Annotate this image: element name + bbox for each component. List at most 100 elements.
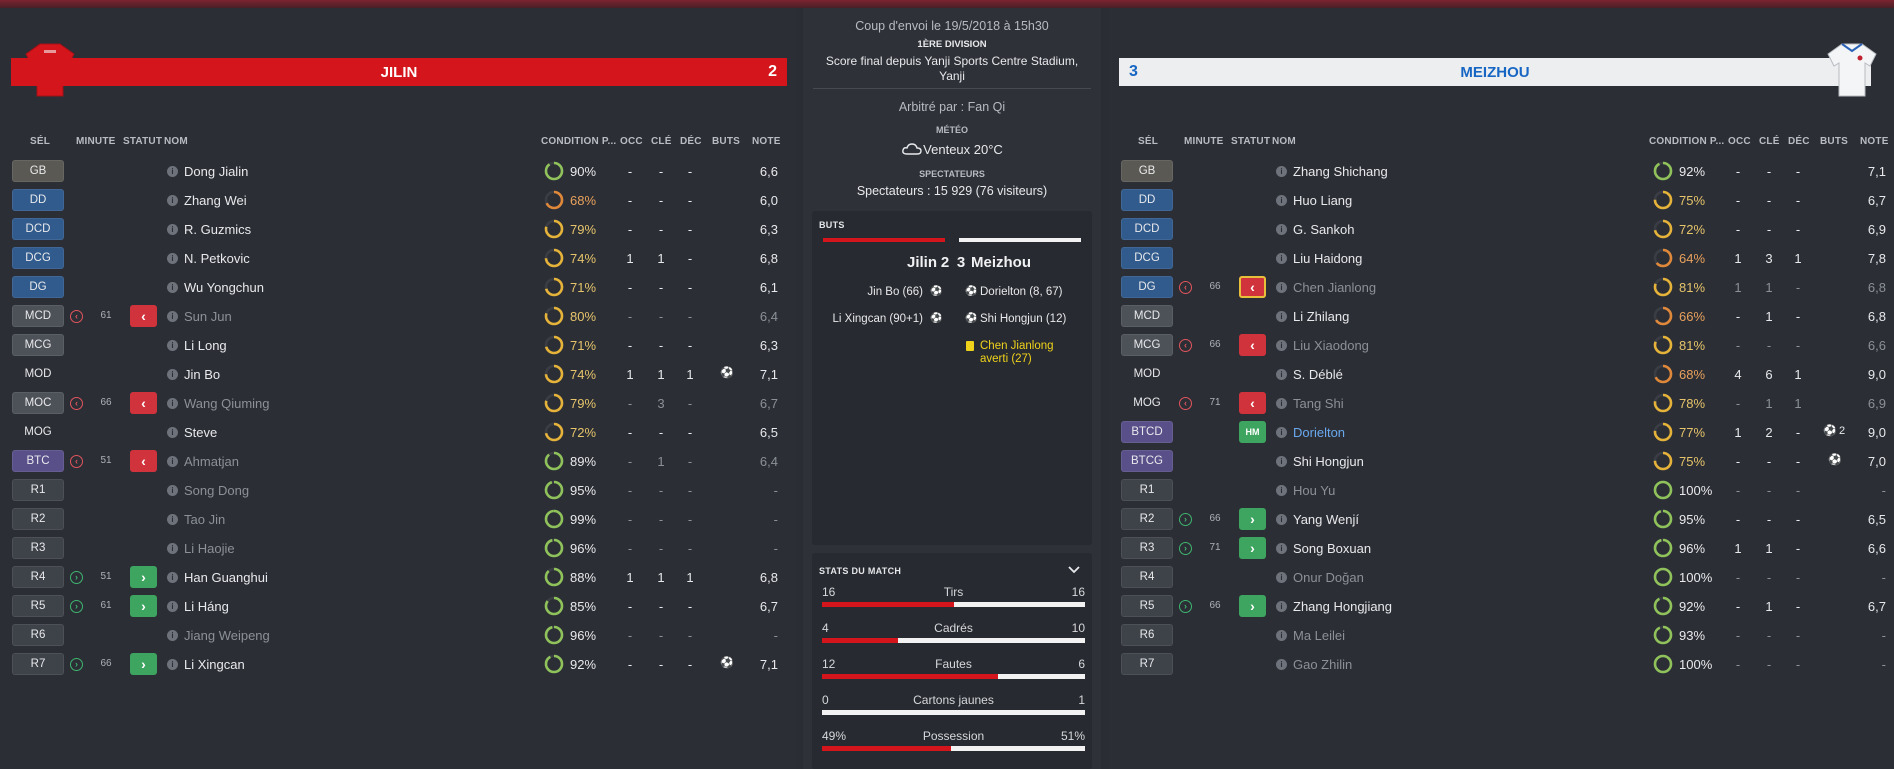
info-icon[interactable]: i (1276, 369, 1287, 380)
info-icon[interactable]: i (1276, 340, 1287, 351)
col-statut[interactable]: STATUT (1231, 136, 1271, 147)
info-icon[interactable]: i (1276, 282, 1287, 293)
player-row[interactable]: DG i Wu Yongchun 71% - - - 6,1 (0, 273, 796, 302)
position-badge[interactable]: DD (12, 189, 64, 211)
substitute-in-button[interactable]: › (130, 595, 157, 617)
col-condition[interactable]: CONDITION P... (1649, 136, 1725, 147)
info-icon[interactable]: i (167, 572, 178, 583)
player-row[interactable]: R6 i Jiang Weipeng 96% - - - - (0, 621, 796, 650)
substitute-in-button[interactable]: › (130, 566, 157, 588)
substitute-out-button[interactable]: ‹ (1239, 334, 1266, 356)
player-name[interactable]: R. Guzmics (184, 222, 252, 237)
info-icon[interactable]: i (167, 427, 178, 438)
col-nom[interactable]: NOM (1272, 136, 1296, 147)
player-name[interactable]: Ahmatjan (184, 454, 239, 469)
home-team-banner[interactable]: JILIN 2 (11, 58, 787, 86)
info-icon[interactable]: i (167, 543, 178, 554)
position-badge[interactable]: R7 (1121, 653, 1173, 675)
info-icon[interactable]: i (1276, 630, 1287, 641)
position-badge[interactable]: R1 (1121, 479, 1173, 501)
info-icon[interactable]: i (167, 224, 178, 235)
info-icon[interactable]: i (1276, 398, 1287, 409)
player-row[interactable]: MOG i Steve 72% - - - 6,5 (0, 418, 796, 447)
player-row[interactable]: GB i Dong Jialin 90% - - - 6,6 (0, 157, 796, 186)
player-name[interactable]: Han Guanghui (184, 570, 268, 585)
position-badge[interactable]: R4 (1121, 566, 1173, 588)
player-row[interactable]: MCD ‹ 61 ‹ i Sun Jun 80% - - - 6,4 (0, 302, 796, 331)
info-icon[interactable]: i (167, 340, 178, 351)
position-badge[interactable]: MCG (12, 334, 64, 356)
col-buts[interactable]: BUTS (1820, 136, 1849, 147)
away-team-banner[interactable]: 3 MEIZHOU (1119, 58, 1871, 86)
player-name[interactable]: Chen Jianlong (1293, 280, 1377, 295)
player-row[interactable]: DCG i Liu Haidong 64% 1 3 1 7,8 (1109, 244, 1894, 273)
info-icon[interactable]: i (1276, 543, 1287, 554)
player-row[interactable]: R4 › 51 › i Han Guanghui 88% 1 1 1 6,8 (0, 563, 796, 592)
info-icon[interactable]: i (167, 514, 178, 525)
player-row[interactable]: MCD i Li Zhilang 66% - 1 - 6,8 (1109, 302, 1894, 331)
player-name[interactable]: N. Petkovic (184, 251, 250, 266)
position-badge[interactable]: BTCD (1121, 421, 1173, 443)
info-icon[interactable]: i (1276, 456, 1287, 467)
player-row[interactable]: R2 › 66 › i Yang Wenjí 95% - - - 6,5 (1109, 505, 1894, 534)
position-badge[interactable]: DG (1121, 276, 1173, 298)
player-name[interactable]: Hou Yu (1293, 483, 1336, 498)
player-name[interactable]: Li Zhilang (1293, 309, 1350, 324)
col-minute[interactable]: MINUTE (1184, 136, 1224, 147)
info-icon[interactable]: i (1276, 166, 1287, 177)
substitute-in-button[interactable]: › (130, 653, 157, 675)
info-icon[interactable]: i (1276, 311, 1287, 322)
player-name[interactable]: Zhang Shichang (1293, 164, 1388, 179)
col-note[interactable]: NOTE (752, 136, 781, 147)
player-row[interactable]: R5 › 61 › i Li Háng 85% - - - 6,7 (0, 592, 796, 621)
position-badge[interactable]: R2 (12, 508, 64, 530)
position-badge[interactable]: MOC (12, 392, 64, 414)
col-sel[interactable]: SÉL (1138, 136, 1159, 147)
player-name[interactable]: Dorielton (1293, 425, 1346, 440)
info-icon[interactable]: i (1276, 485, 1287, 496)
player-name[interactable]: Li Long (184, 338, 227, 353)
col-occ[interactable]: OCC (620, 136, 643, 147)
player-row[interactable]: MCG ‹ 66 ‹ i Liu Xiaodong 81% - - - 6,6 (1109, 331, 1894, 360)
substitute-out-button[interactable]: ‹ (130, 392, 157, 414)
player-row[interactable]: MCG i Li Long 71% - - - 6,3 (0, 331, 796, 360)
position-badge[interactable]: DD (1121, 189, 1173, 211)
position-badge[interactable]: DCD (12, 218, 64, 240)
position-badge[interactable]: MCG (1121, 334, 1173, 356)
position-badge[interactable]: DG (12, 276, 64, 298)
col-note[interactable]: NOTE (1860, 136, 1889, 147)
player-name[interactable]: Wang Qiuming (184, 396, 270, 411)
substitute-in-button[interactable]: › (1239, 508, 1266, 530)
player-name[interactable]: Steve (184, 425, 218, 440)
substitute-out-button[interactable]: ‹ (130, 305, 157, 327)
position-badge[interactable]: GB (12, 160, 64, 182)
info-icon[interactable]: i (167, 311, 178, 322)
player-name[interactable]: Yang Wenjí (1293, 512, 1360, 527)
position-badge[interactable]: DCG (1121, 247, 1173, 269)
position-badge[interactable]: R6 (1121, 624, 1173, 646)
position-badge[interactable]: MCD (12, 305, 64, 327)
player-row[interactable]: R2 i Tao Jin 99% - - - - (0, 505, 796, 534)
player-row[interactable]: DCD i G. Sankoh 72% - - - 6,9 (1109, 215, 1894, 244)
player-row[interactable]: DD i Zhang Wei 68% - - - 6,0 (0, 186, 796, 215)
player-row[interactable]: GB i Zhang Shichang 92% - - - 7,1 (1109, 157, 1894, 186)
info-icon[interactable]: i (167, 369, 178, 380)
position-badge[interactable]: R6 (12, 624, 64, 646)
player-row[interactable]: R4 i Onur Doğan 100% - - - - (1109, 563, 1894, 592)
player-name[interactable]: Liu Xiaodong (1293, 338, 1369, 353)
position-badge[interactable]: MOG (1133, 397, 1161, 409)
player-name[interactable]: Wu Yongchun (184, 280, 264, 295)
player-name[interactable]: S. Déblé (1293, 367, 1343, 382)
col-minute[interactable]: MINUTE (76, 136, 116, 147)
info-icon[interactable]: i (167, 601, 178, 612)
col-buts[interactable]: BUTS (712, 136, 741, 147)
col-dec[interactable]: DÉC (680, 136, 702, 147)
position-badge[interactable]: GB (1121, 160, 1173, 182)
position-badge[interactable]: MOD (1133, 368, 1161, 380)
info-icon[interactable]: i (1276, 427, 1287, 438)
info-icon[interactable]: i (167, 195, 178, 206)
player-name[interactable]: Li Háng (184, 599, 229, 614)
position-badge[interactable]: R7 (12, 653, 64, 675)
substitute-out-button[interactable]: ‹ (130, 450, 157, 472)
info-icon[interactable]: i (167, 282, 178, 293)
